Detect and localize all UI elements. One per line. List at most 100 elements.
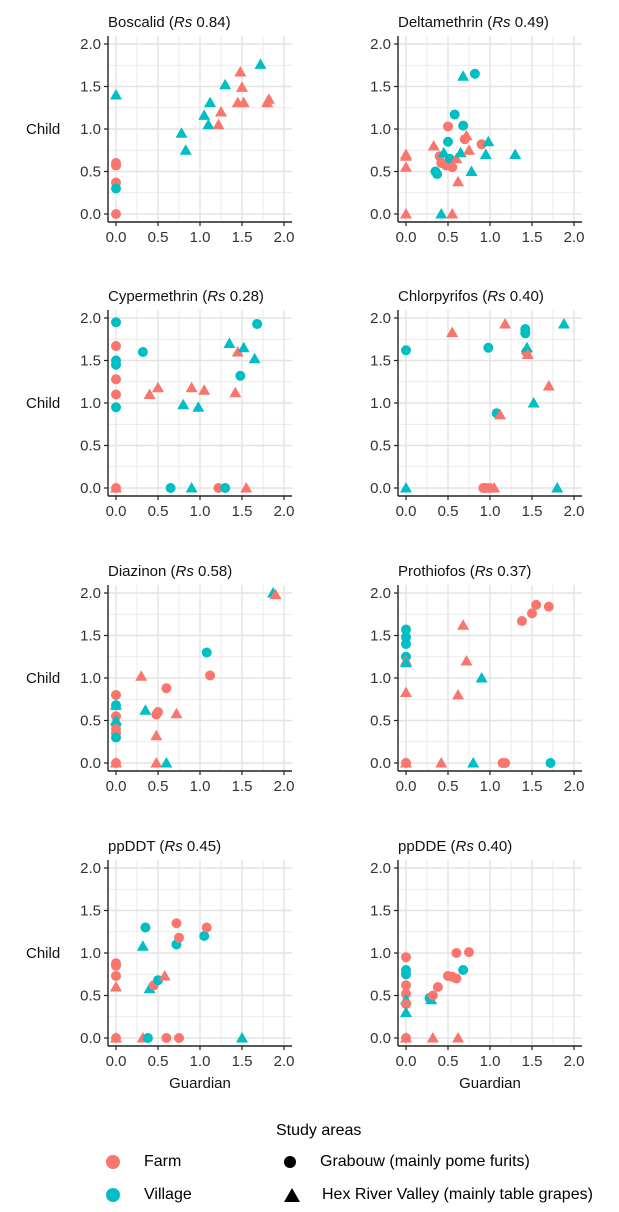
y-tick-label: 0.0	[80, 1030, 101, 1047]
data-point-triangle	[400, 161, 412, 172]
x-tick-label: 0.0	[396, 1053, 417, 1070]
y-tick-label: 1.0	[370, 945, 391, 962]
x-tick-label: 2.0	[564, 503, 585, 520]
data-point-triangle	[557, 317, 570, 329]
y-tick-label: 1.5	[370, 628, 391, 645]
data-point-triangle	[177, 398, 190, 410]
x-tick-label: 0.5	[148, 1053, 169, 1070]
data-point-triangle	[150, 729, 163, 741]
panel-title-rs-value: 0.45)	[183, 838, 221, 855]
panel-ppdde: 0.0 0.0 0.5 0.5 1.0 1.0 1.5 1.5 2.0 2.0 ppDDE (Rs …	[370, 838, 584, 1092]
data-point-circle	[111, 341, 121, 352]
panel-title-name: Diazinon (	[108, 563, 176, 580]
data-point-triangle	[465, 165, 478, 176]
data-point-triangle	[400, 482, 412, 493]
y-tick-label: 0.5	[80, 713, 101, 730]
y-tick-label: 0.5	[80, 164, 101, 181]
data-point-triangle	[135, 670, 148, 681]
data-point-triangle	[248, 352, 261, 364]
data-point-triangle	[240, 482, 253, 493]
data-point-circle	[401, 758, 411, 768]
x-tick-label: 1.0	[480, 503, 501, 520]
data-point-circle	[458, 965, 469, 975]
panel-prothiofos: 0.0 0.0 0.5 0.5 1.0 1.0 1.5 1.5 2.0 2.0 Prothiofos…	[370, 563, 584, 795]
data-point-circle	[111, 160, 121, 171]
data-point-triangle	[237, 96, 250, 108]
x-tick-label: 1.0	[480, 1053, 501, 1070]
data-point-circle	[483, 342, 494, 353]
data-point-triangle	[463, 144, 475, 155]
data-point-circle	[432, 169, 443, 180]
data-point-circle	[111, 389, 121, 400]
x-tick-label: 0.5	[438, 1053, 459, 1070]
legend-label-farm: Farm	[144, 1153, 182, 1170]
data-point-triangle	[446, 208, 459, 219]
data-point-triangle	[110, 699, 122, 710]
panel-title-rs-value: 0.58)	[194, 563, 232, 580]
data-point-triangle	[452, 175, 465, 187]
y-tick-label: 0.5	[370, 438, 391, 455]
data-point-circle	[469, 68, 480, 79]
y-tick-label: 1.5	[370, 79, 391, 96]
panel-title: ppDDT (Rs 0.45)	[108, 838, 221, 855]
y-tick-label: 0.0	[370, 206, 391, 223]
data-point-triangle	[494, 408, 507, 420]
data-point-triangle	[269, 588, 282, 600]
panel-title-rs-label: Rs	[456, 838, 475, 855]
data-point-circle	[401, 969, 411, 980]
panel-title-rs-value: 0.40)	[474, 838, 512, 855]
data-point-triangle	[457, 70, 470, 81]
data-point-triangle	[551, 482, 564, 493]
x-tick-label: 1.5	[522, 778, 543, 795]
x-tick-label: 1.0	[190, 1053, 211, 1070]
data-point-triangle	[457, 619, 470, 630]
legend-label-village: Village	[144, 1186, 192, 1203]
data-point-triangle	[185, 381, 198, 393]
data-point-circle	[140, 922, 151, 933]
data-point-circle	[516, 616, 527, 627]
data-point-triangle	[446, 326, 459, 337]
data-point-circle	[449, 109, 460, 120]
data-point-circle	[111, 317, 121, 328]
x-tick-label: 2.0	[564, 229, 585, 246]
x-tick-label: 2.0	[274, 503, 295, 520]
panel-title-name: ppDDT (	[108, 838, 164, 855]
panel-title-name: Deltamethrin (	[398, 14, 492, 31]
data-point-circle	[111, 359, 121, 370]
panel-diazinon: 0.0 0.0 0.5 0.5 1.0 1.0 1.5 1.5 2.0 2.0 Diazinon (…	[26, 563, 294, 795]
data-point-triangle	[143, 388, 156, 399]
panel-title-rs-value: 0.40)	[506, 288, 544, 305]
x-tick-label: 0.0	[106, 1053, 127, 1070]
y-axis-label: Child	[26, 670, 60, 687]
data-point-triangle	[236, 81, 248, 92]
data-point-circle	[201, 922, 212, 933]
x-tick-label: 1.0	[190, 503, 211, 520]
triangle-shape-icon	[284, 1188, 300, 1202]
data-point-triangle	[237, 341, 250, 353]
y-tick-label: 1.5	[80, 628, 101, 645]
x-tick-label: 1.5	[232, 778, 253, 795]
panel-cypermethrin: 0.0 0.0 0.5 0.5 1.0 1.0 1.5 1.5 2.0 2.0 Cypermethr…	[26, 288, 294, 520]
panel-title-name: Chlorpyrifos (	[398, 288, 487, 305]
y-tick-label: 0.0	[370, 1030, 391, 1047]
data-point-circle	[111, 374, 121, 385]
data-point-circle	[543, 601, 554, 612]
data-point-triangle	[435, 757, 448, 768]
data-point-triangle	[234, 66, 247, 77]
data-point-triangle	[229, 386, 242, 398]
data-point-triangle	[170, 707, 183, 719]
data-point-circle	[153, 707, 163, 717]
x-tick-label: 0.5	[438, 503, 459, 520]
y-tick-label: 2.0	[80, 36, 101, 53]
data-point-triangle	[110, 89, 122, 100]
x-tick-label: 0.0	[396, 229, 417, 246]
x-tick-label: 1.0	[190, 778, 211, 795]
data-point-circle	[447, 162, 458, 173]
panel-title: Chlorpyrifos (Rs 0.40)	[398, 288, 544, 305]
y-tick-label: 0.5	[370, 713, 391, 730]
y-tick-label: 2.0	[370, 36, 391, 53]
panel-title-rs-value: 0.49)	[511, 14, 549, 31]
data-point-circle	[458, 120, 469, 131]
data-point-circle	[161, 683, 172, 694]
data-point-circle	[174, 1033, 184, 1043]
